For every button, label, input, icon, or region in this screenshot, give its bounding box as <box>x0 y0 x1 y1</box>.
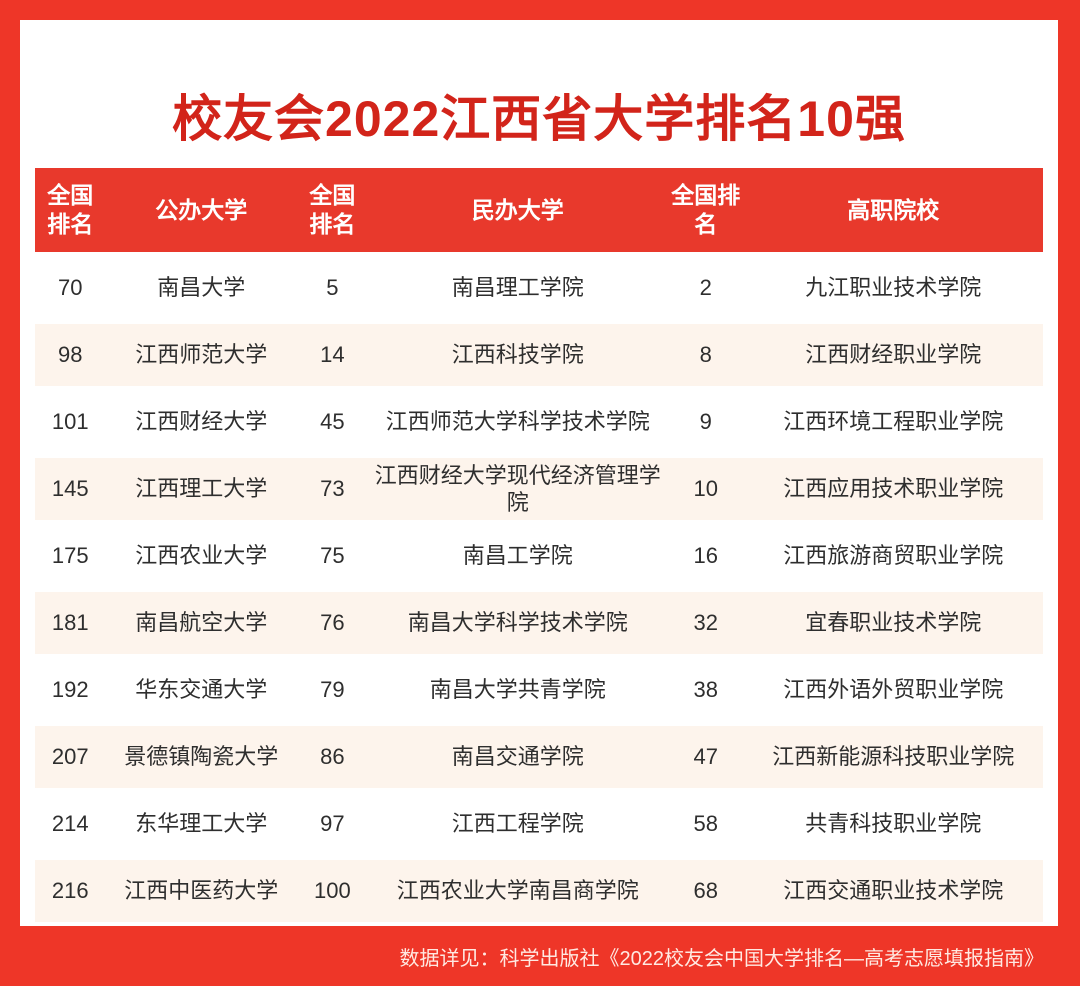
table-row: 192 华东交通大学 79 南昌大学共青学院 38 江西外语外贸职业学院 <box>35 654 1043 721</box>
header-category-column: 民办大学 <box>471 196 564 223</box>
table-row: 70 南昌大学 5 南昌理工学院 2 九江职业技术学院 <box>35 252 1043 319</box>
university-name-cell: 江西财经职业学院 <box>805 342 982 368</box>
rank-cell: 97 <box>320 811 345 837</box>
content-panel: 校友会2022江西省大学排名10强 全国排名 公办大学 全国排名 民办大学 全国排名 高职… <box>20 20 1058 926</box>
rank-cell: 175 <box>51 543 89 569</box>
header-category-column: 高职院校 <box>847 196 940 223</box>
rank-cell: 45 <box>320 409 345 435</box>
rank-cell: 86 <box>320 744 345 770</box>
rank-cell: 14 <box>320 342 345 368</box>
university-name-cell: 江西旅游商贸职业学院 <box>783 543 1004 569</box>
university-name-cell: 江西交通职业技术学院 <box>783 878 1004 904</box>
table-row: 181 南昌航空大学 76 南昌大学科学技术学院 32 宜春职业技术学院 <box>35 587 1043 654</box>
footer-bar: 数据详见：科学出版社《2022校友会中国大学排名—高考志愿填报指南》 <box>0 926 1080 986</box>
university-name-cell: 宜春职业技术学院 <box>805 610 982 636</box>
university-name-cell: 江西农业大学 <box>135 543 268 569</box>
university-name-cell: 南昌理工学院 <box>451 275 584 301</box>
university-name-cell: 江西师范大学 <box>135 342 268 368</box>
rank-cell: 5 <box>326 275 339 301</box>
university-name-cell: 南昌交通学院 <box>451 744 584 770</box>
header-category-column: 公办大学 <box>155 196 248 223</box>
rank-cell: 38 <box>693 677 719 703</box>
data-source-note: 数据详见：科学出版社《2022校友会中国大学排名—高考志愿填报指南》 <box>399 947 1045 970</box>
university-name-cell: 南昌工学院 <box>462 543 573 569</box>
university-name-cell: 江西中医药大学 <box>124 878 279 904</box>
rank-cell: 207 <box>51 744 89 770</box>
university-name-cell: 江西科技学院 <box>451 342 584 368</box>
header-rank-column: 全国排名 <box>671 182 741 237</box>
rank-cell: 58 <box>693 811 719 837</box>
rank-cell: 10 <box>693 476 719 502</box>
ranking-table-header: 全国排名 公办大学 全国排名 民办大学 全国排名 高职院校 <box>35 168 1043 252</box>
header-rank-column: 全国排名 <box>47 182 94 237</box>
rank-cell: 70 <box>58 275 83 301</box>
rank-cell: 68 <box>693 878 719 904</box>
table-row: 98 江西师范大学 14 江西科技学院 8 江西财经职业学院 <box>35 319 1043 386</box>
university-name-cell: 南昌大学共青学院 <box>429 677 606 703</box>
university-name-cell: 江西外语外贸职业学院 <box>783 677 1004 703</box>
rank-cell: 8 <box>699 342 712 368</box>
university-name-cell: 共青科技职业学院 <box>805 811 982 837</box>
rank-cell: 145 <box>51 476 89 502</box>
rank-cell: 75 <box>320 543 345 569</box>
university-name-cell: 江西新能源科技职业学院 <box>772 744 1015 770</box>
rank-cell: 76 <box>320 610 345 636</box>
rank-cell: 47 <box>693 744 719 770</box>
university-name-cell: 江西工程学院 <box>451 811 584 837</box>
ranking-table-body: 70 南昌大学 5 南昌理工学院 2 九江职业技术学院 98 江西师范大学 14 江西科技学院 8 江… <box>35 252 1043 922</box>
university-name-cell: 江西应用技术职业学院 <box>783 476 1004 502</box>
university-name-cell: 江西环境工程职业学院 <box>783 409 1004 435</box>
university-name-cell: 南昌大学 <box>157 275 246 301</box>
rank-cell: 2 <box>699 275 712 301</box>
university-name-cell: 江西理工大学 <box>135 476 268 502</box>
university-name-cell: 东华理工大学 <box>135 811 268 837</box>
table-row: 145 江西理工大学 73 江西财经大学现代经济管理学院 10 江西应用技术职业学院 <box>35 453 1043 520</box>
rank-cell: 181 <box>51 610 89 636</box>
university-name-cell: 江西农业大学南昌商学院 <box>396 878 639 904</box>
rank-cell: 32 <box>693 610 719 636</box>
university-name-cell: 江西财经大学现代经济管理学院 <box>374 462 661 516</box>
table-row: 214 东华理工大学 97 江西工程学院 58 共青科技职业学院 <box>35 788 1043 855</box>
header-rank-column: 全国排名 <box>309 182 356 237</box>
rank-cell: 98 <box>58 342 83 368</box>
table-row: 175 江西农业大学 75 南昌工学院 16 江西旅游商贸职业学院 <box>35 520 1043 587</box>
rank-cell: 214 <box>51 811 89 837</box>
university-name-cell: 南昌大学科学技术学院 <box>407 610 628 636</box>
ranking-table: 全国排名 公办大学 全国排名 民办大学 全国排名 高职院校 70 南昌大学 5 南昌理工学院 2 九… <box>35 168 1043 922</box>
university-name-cell: 南昌航空大学 <box>135 610 268 636</box>
university-name-cell: 江西师范大学科学技术学院 <box>385 409 650 435</box>
university-name-cell: 九江职业技术学院 <box>805 275 982 301</box>
table-row: 207 景德镇陶瓷大学 86 南昌交通学院 47 江西新能源科技职业学院 <box>35 721 1043 788</box>
rank-cell: 101 <box>51 409 89 435</box>
table-row: 216 江西中医药大学 100 江西农业大学南昌商学院 68 江西交通职业技术学院 <box>35 855 1043 922</box>
university-name-cell: 华东交通大学 <box>135 677 268 703</box>
rank-cell: 216 <box>51 878 89 904</box>
university-name-cell: 江西财经大学 <box>135 409 268 435</box>
university-name-cell: 景德镇陶瓷大学 <box>124 744 279 770</box>
rank-cell: 73 <box>320 476 345 502</box>
rank-cell: 16 <box>693 543 719 569</box>
page-title: 校友会2022江西省大学排名10强 <box>172 91 906 147</box>
rank-cell: 100 <box>313 878 351 904</box>
table-row: 101 江西财经大学 45 江西师范大学科学技术学院 9 江西环境工程职业学院 <box>35 386 1043 453</box>
rank-cell: 9 <box>699 409 712 435</box>
rank-cell: 192 <box>51 677 89 703</box>
rank-cell: 79 <box>320 677 345 703</box>
